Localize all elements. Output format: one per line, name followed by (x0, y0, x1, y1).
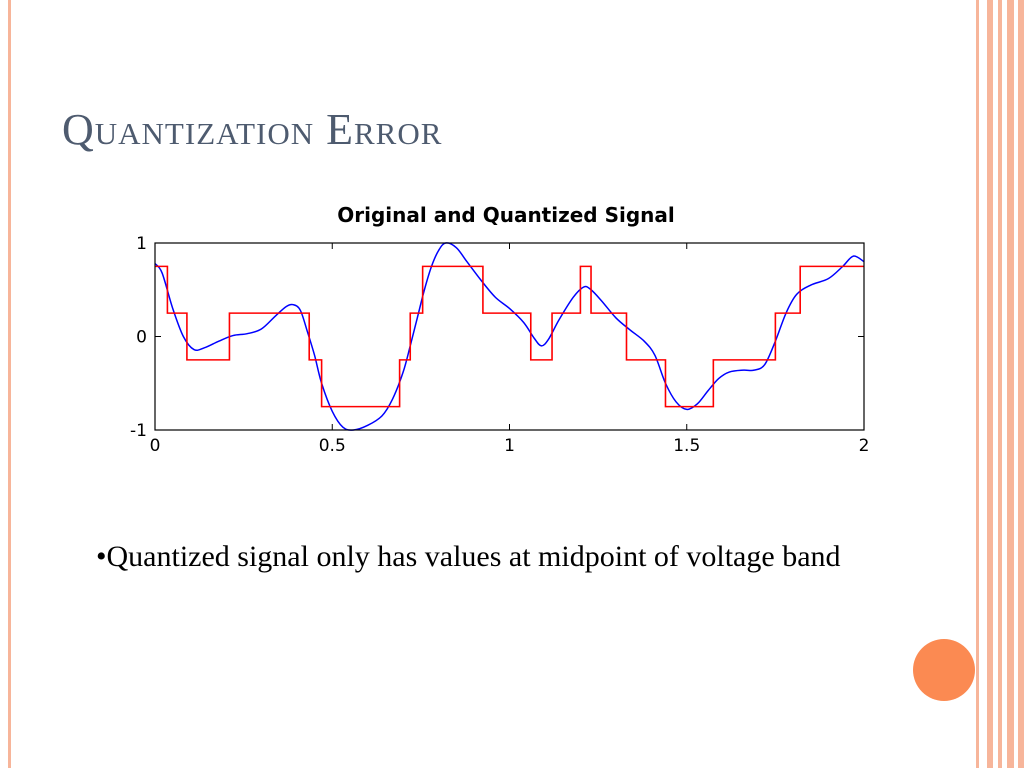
original-signal-line (154, 242, 865, 431)
y-tick-label: -1 (130, 421, 147, 441)
x-tick-label: 0.5 (319, 436, 346, 456)
y-tick-label: 1 (136, 234, 147, 254)
left-frame-stripe (8, 0, 11, 768)
y-tick-label: 0 (136, 328, 147, 348)
x-tick-label: 1.5 (673, 436, 700, 456)
x-tick-label: 2 (859, 436, 870, 456)
quantized-signal-line (155, 265, 864, 408)
signal-chart: Original and Quantized Signal 0 0.5 1 1.5 2 -… (130, 203, 870, 456)
right-frame-stripes (976, 0, 1024, 768)
decorative-orange-circle (913, 639, 975, 701)
bullet-text: •Quantized signal only has values at mid… (96, 540, 841, 573)
x-tick-label: 0 (150, 436, 161, 456)
slide-title: Quantization Error (62, 105, 443, 154)
plot-area-frame (154, 242, 865, 431)
x-tick-label: 1 (504, 436, 515, 456)
chart-title: Original and Quantized Signal (337, 203, 675, 227)
